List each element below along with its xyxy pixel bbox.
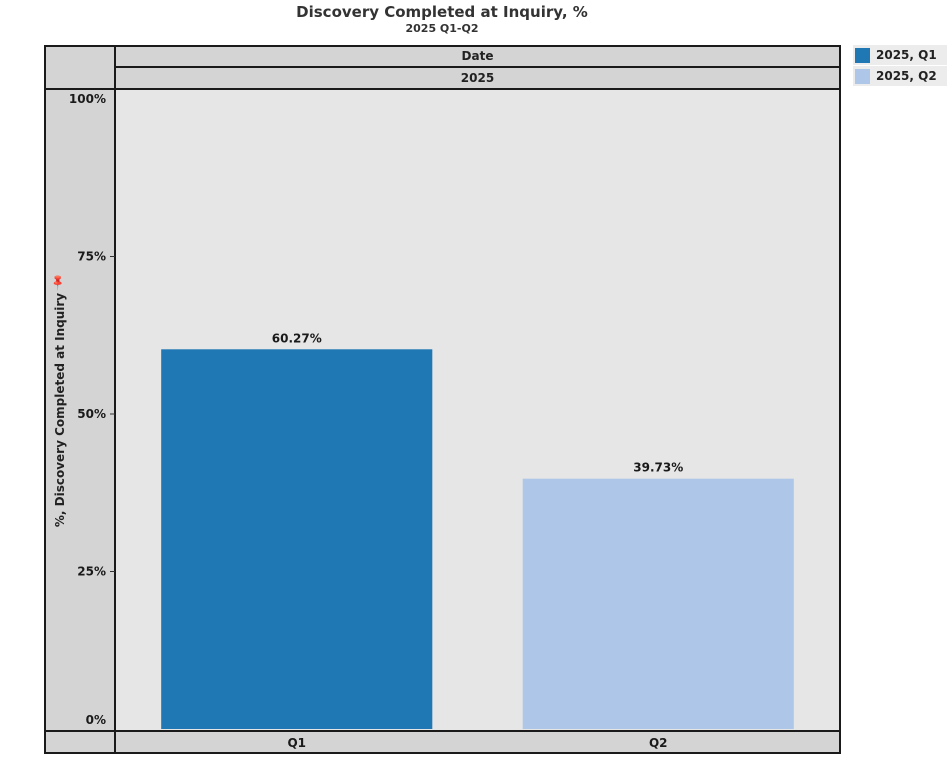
bar-q2[interactable] xyxy=(522,478,794,729)
bar-data-label: 39.73% xyxy=(633,461,683,475)
y-tick-label: 0% xyxy=(86,713,106,727)
header-corner-cell xyxy=(44,45,116,90)
y-tick-label: 75% xyxy=(77,250,106,264)
legend-label: 2025, Q2 xyxy=(876,69,937,83)
x-tick-label[interactable]: Q2 xyxy=(649,736,668,750)
bar-q1[interactable] xyxy=(161,349,433,729)
legend-swatch xyxy=(855,47,870,63)
y-tick-label: 50% xyxy=(77,407,106,421)
legend-label: 2025, Q1 xyxy=(876,48,937,62)
legend-swatch xyxy=(855,68,870,84)
y-tick-label: 25% xyxy=(77,565,106,579)
bar-data-label: 60.27% xyxy=(272,331,322,345)
x-axis-panel xyxy=(114,730,841,754)
legend: 2025, Q1 2025, Q2 xyxy=(853,45,947,87)
chart-title: Discovery Completed at Inquiry, % xyxy=(296,3,588,21)
legend-item[interactable]: 2025, Q1 xyxy=(853,45,947,65)
y-tick-label: 100% xyxy=(69,92,106,106)
chart-subtitle: 2025 Q1-Q2 xyxy=(405,22,479,35)
legend-item[interactable]: 2025, Q2 xyxy=(853,66,947,86)
x-tick-label[interactable]: Q1 xyxy=(287,736,306,750)
